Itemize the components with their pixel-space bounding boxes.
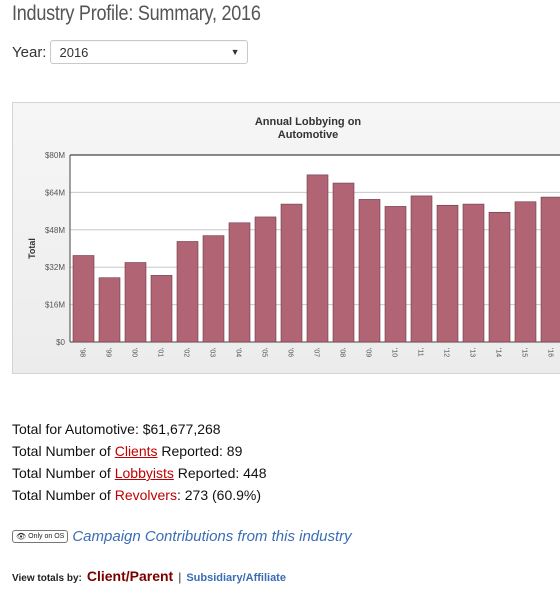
bar-11 [358, 199, 381, 343]
view-subsidiary-affiliate-link[interactable]: Subsidiary/Affiliate [186, 572, 286, 584]
bar-15 [462, 203, 485, 343]
bar-2 [124, 262, 147, 343]
bar-0 [72, 255, 95, 343]
y-tick-label: $0 [56, 338, 65, 347]
stat-total-label: Total for Automotive: [12, 421, 143, 437]
year-label: Year: [12, 43, 47, 61]
y-tick-label: $16M [45, 301, 65, 310]
x-tick-label: '00 [131, 348, 138, 357]
y-tick-label: $32M [45, 263, 65, 272]
stat-revolvers-prefix: Total Number of [12, 487, 115, 503]
eye-icon: 👁 [16, 532, 27, 541]
revolvers-link[interactable]: Revolvers [114, 487, 177, 503]
lobbyists-link[interactable]: Lobbyists [114, 465, 174, 481]
stat-clients-prefix: Total Number of [12, 443, 115, 459]
chart-title: Annual Lobbying on Automotive [183, 116, 433, 142]
stats-block: Total for Automotive: $61,677,268 Total … [12, 418, 267, 506]
only-on-os-badge: 👁 Only on OS [12, 530, 69, 543]
bar-6 [228, 222, 251, 343]
clients-link[interactable]: Clients [114, 443, 158, 459]
x-tick-label: '11 [417, 348, 424, 357]
x-tick-label: '99 [105, 348, 112, 357]
bar-1 [98, 277, 121, 343]
x-tick-label: '04 [235, 348, 242, 357]
view-totals-label: View totals by: [12, 573, 82, 584]
x-tick-label: '01 [157, 348, 164, 357]
x-tick-label: '08 [339, 348, 346, 357]
stat-total-value: $61,677,268 [142, 421, 221, 437]
bar-4 [176, 241, 199, 343]
stat-total: Total for Automotive: $61,677,268 [12, 418, 267, 440]
chevron-down-icon: ▼ [230, 47, 240, 57]
os-row: 👁 Only on OS Campaign Contributions from… [12, 528, 352, 545]
bar-13 [410, 195, 433, 343]
page-title: Industry Profile: Summary, 2016 [12, 2, 261, 25]
year-select-value: 2016 [59, 44, 89, 60]
x-tick-label: '10 [391, 348, 398, 357]
bar-18 [540, 196, 560, 343]
only-on-os-badge-label: Only on OS [28, 533, 65, 540]
bar-17 [514, 201, 537, 343]
y-tick-label: $80M [45, 151, 65, 160]
stat-revolvers: Total Number of Revolvers: 273 (60.9%) [12, 484, 267, 506]
x-tick-label: '13 [469, 348, 476, 357]
x-tick-label: '07 [313, 348, 320, 357]
view-client-parent: Client/Parent [86, 568, 174, 584]
x-tick-label: '09 [365, 348, 372, 357]
stat-lobbyists: Total Number of Lobbyists Reported: 448 [12, 462, 267, 484]
x-tick-label: '02 [183, 348, 190, 357]
x-tick-label: '98 [79, 348, 86, 357]
bar-8 [280, 203, 303, 343]
stat-clients: Total Number of Clients Reported: 89 [12, 440, 267, 462]
x-tick-label: '15 [521, 348, 528, 357]
year-select[interactable]: 2016 ▼ [50, 40, 249, 64]
bar-10 [332, 182, 355, 343]
x-tick-label: '03 [209, 348, 216, 357]
bar-16 [488, 211, 511, 343]
y-axis-title: Total [27, 238, 37, 259]
x-tick-label: '12 [443, 348, 450, 357]
x-tick-label: '16 [547, 348, 554, 357]
bar-12 [384, 206, 407, 343]
stat-lobbyists-suffix: Reported: 448 [173, 465, 267, 481]
stat-lobbyists-prefix: Total Number of [12, 465, 115, 481]
view-totals: View totals by: Client/Parent | Subsidia… [12, 568, 286, 584]
bar-7 [254, 216, 277, 343]
bar-14 [436, 204, 459, 343]
bar-5 [202, 235, 225, 343]
chart-title-line2: Automotive [277, 129, 339, 141]
x-tick-label: '05 [261, 348, 268, 357]
year-filter: Year: 2016 ▼ [12, 40, 249, 64]
chart-title-line1: Annual Lobbying on [254, 116, 362, 128]
bar-3 [150, 275, 173, 343]
stat-clients-suffix: Reported: 89 [157, 443, 243, 459]
bar-9 [306, 174, 329, 343]
x-tick-label: '14 [495, 348, 502, 357]
x-tick-label: '06 [287, 348, 294, 357]
y-tick-label: $64M [45, 188, 65, 197]
y-tick-label: $48M [45, 226, 65, 235]
stat-revolvers-suffix: : 273 (60.9%) [176, 487, 262, 503]
view-separator: | [178, 570, 182, 584]
campaign-contributions-link[interactable]: Campaign Contributions from this industr… [72, 528, 352, 545]
bar-chart: $0 $16M $32M $48M $64M $80M Total '98 '99 '00 '01 '… [27, 151, 560, 357]
